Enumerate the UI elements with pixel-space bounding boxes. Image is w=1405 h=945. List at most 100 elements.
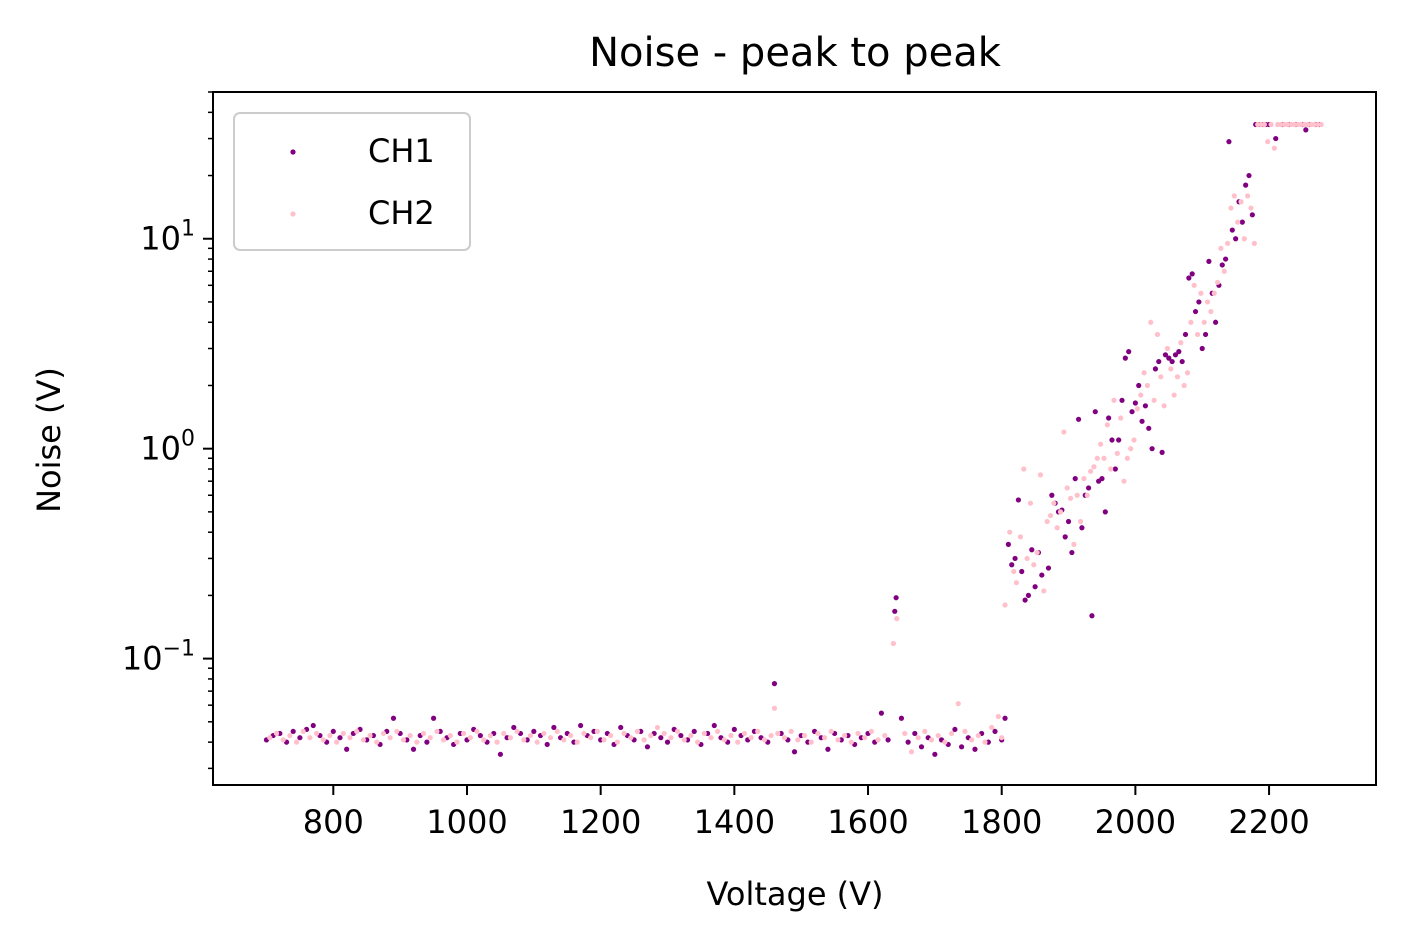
- y-axis-label: Noise (V): [30, 367, 68, 513]
- data-point-ch1: [1149, 446, 1155, 452]
- data-point-ch1: [885, 737, 891, 743]
- data-point-ch1: [1029, 547, 1035, 553]
- data-point-ch1: [551, 724, 557, 731]
- data-point-ch1: [1169, 358, 1175, 365]
- data-point-ch2: [654, 724, 661, 731]
- data-point-ch1: [1065, 518, 1072, 525]
- data-point-ch2: [400, 737, 407, 743]
- data-point-ch2: [1235, 219, 1241, 225]
- data-point-ch2: [474, 728, 480, 735]
- data-point-ch1: [1085, 485, 1092, 491]
- data-point-ch2: [771, 705, 778, 711]
- data-point-ch1: [932, 751, 938, 757]
- legend-label-ch2: CH2: [368, 194, 435, 232]
- data-point-ch2: [761, 737, 768, 743]
- data-point-ch2: [1221, 268, 1227, 274]
- data-point-ch1: [1199, 345, 1205, 352]
- y-tick-label: 100: [140, 427, 195, 468]
- data-point-ch2: [1114, 450, 1120, 456]
- data-point-ch1: [1233, 236, 1239, 242]
- data-point-ch1: [1092, 409, 1098, 415]
- y-tick-label-base: 10: [122, 640, 163, 678]
- data-point-ch2: [1104, 422, 1110, 428]
- data-point-ch1: [678, 732, 684, 739]
- data-point-ch2: [1124, 455, 1130, 461]
- data-point-ch2: [868, 728, 874, 735]
- data-point-ch2: [982, 739, 988, 745]
- data-point-ch2: [668, 735, 674, 741]
- data-point-ch2: [447, 732, 453, 739]
- data-point-ch2: [1238, 199, 1244, 205]
- data-point-ch1: [918, 744, 925, 750]
- data-point-ch2: [1171, 392, 1177, 398]
- data-point-ch2: [481, 737, 487, 743]
- data-point-ch2: [674, 728, 681, 735]
- data-point-ch1: [1119, 397, 1125, 403]
- data-point-ch1: [1106, 415, 1112, 421]
- data-point-ch2: [1017, 534, 1024, 540]
- data-point-ch2: [1231, 193, 1237, 199]
- data-point-ch2: [815, 730, 821, 737]
- data-point-ch2: [1094, 455, 1100, 461]
- data-point-ch1: [1156, 358, 1162, 365]
- data-point-ch1: [825, 746, 831, 752]
- data-point-ch2: [942, 739, 948, 745]
- data-point-ch2: [1184, 370, 1191, 376]
- data-point-ch2: [1084, 492, 1090, 498]
- data-point-ch1: [892, 608, 898, 614]
- data-point-ch2: [894, 616, 900, 622]
- data-point-ch2: [347, 735, 353, 741]
- data-point-ch2: [487, 732, 493, 739]
- data-point-ch2: [1141, 370, 1147, 376]
- data-point-ch2: [427, 735, 433, 741]
- data-point-ch1: [1116, 437, 1122, 443]
- data-point-ch1: [430, 715, 437, 721]
- data-point-ch2: [1061, 429, 1067, 435]
- data-point-ch2: [1081, 476, 1087, 482]
- data-point-ch2: [320, 737, 326, 743]
- data-point-ch2: [969, 737, 975, 743]
- plot-area-frame: [212, 91, 1377, 786]
- data-point-ch1: [424, 739, 430, 745]
- data-point-ch2: [1214, 279, 1221, 285]
- series-ch2: [267, 121, 1324, 755]
- data-point-ch2: [1054, 525, 1060, 531]
- data-point-ch2: [995, 713, 1001, 720]
- data-point-ch1: [511, 724, 517, 731]
- data-point-ch1: [992, 728, 998, 735]
- data-point-ch2: [340, 730, 346, 737]
- data-point-ch2: [1188, 319, 1194, 325]
- data-point-ch2: [367, 732, 373, 739]
- data-point-ch2: [1138, 392, 1144, 398]
- data-point-ch2: [1088, 468, 1094, 474]
- y-tick-label-exponent: 0: [181, 427, 195, 452]
- data-point-ch2: [414, 739, 420, 745]
- data-point-ch1: [618, 724, 624, 731]
- data-point-ch2: [908, 749, 915, 755]
- data-point-ch2: [1077, 518, 1084, 525]
- data-point-ch1: [1142, 403, 1149, 409]
- data-point-ch2: [728, 732, 734, 739]
- data-point-ch1: [531, 728, 537, 735]
- data-point-ch2: [280, 737, 286, 743]
- data-point-ch1: [952, 726, 958, 733]
- data-point-ch2: [1151, 397, 1157, 403]
- data-point-ch1: [731, 726, 737, 733]
- data-point-ch1: [1162, 352, 1169, 358]
- data-point-ch2: [300, 728, 306, 735]
- data-point-ch2: [561, 737, 567, 743]
- data-point-ch2: [273, 730, 280, 737]
- legend-marker-ch1: [290, 149, 296, 155]
- data-point-ch2: [741, 730, 747, 737]
- data-point-ch1: [664, 739, 671, 745]
- data-point-ch2: [808, 739, 814, 745]
- data-point-ch2: [1074, 492, 1080, 498]
- data-point-ch1: [1303, 127, 1309, 133]
- data-point-ch1: [1219, 262, 1225, 268]
- data-point-ch1: [905, 739, 911, 745]
- data-point-ch2: [848, 739, 854, 745]
- series-ch1: [263, 121, 1322, 757]
- legend-marker-ch2: [290, 211, 296, 217]
- data-point-ch2: [494, 739, 500, 745]
- data-point-ch1: [1139, 418, 1145, 424]
